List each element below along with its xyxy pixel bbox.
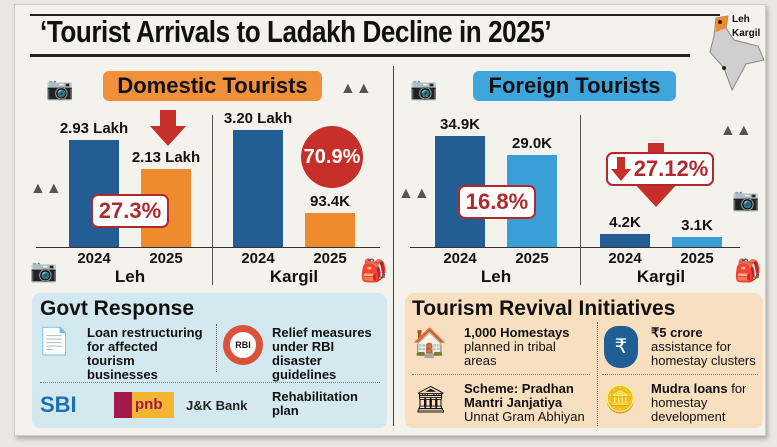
camera-icon: 📷 bbox=[410, 76, 438, 101]
divider bbox=[40, 382, 380, 383]
divider bbox=[216, 324, 217, 372]
rupee-bag-icon: ₹ bbox=[604, 326, 638, 368]
down-arrow-icon bbox=[150, 110, 186, 146]
item-text: planned in tribal areas bbox=[464, 339, 556, 368]
down-arrow-icon bbox=[611, 157, 631, 181]
item-bold: ₹5 crore bbox=[651, 325, 703, 340]
chart-baseline bbox=[410, 247, 740, 248]
revival-item-assistance: ₹5 crore assistance for homestay cluster… bbox=[651, 326, 763, 368]
group-divider bbox=[212, 115, 213, 285]
domestic-title: Domestic Tourists bbox=[103, 71, 322, 101]
bar-value-label: 2.13 Lakh bbox=[131, 149, 201, 167]
mountain-icon: ▲▲ bbox=[720, 122, 752, 139]
bar-kargil-2024 bbox=[233, 129, 283, 247]
jk-bank-logo: J&K Bank bbox=[186, 398, 248, 413]
foreign-title: Foreign Tourists bbox=[473, 71, 676, 101]
camera-icon: 📷 bbox=[46, 76, 74, 101]
sbi-logo: SBI bbox=[40, 392, 77, 417]
india-map-icon bbox=[709, 15, 765, 92]
year-tick-label: 2024 bbox=[608, 250, 642, 267]
center-divider bbox=[393, 66, 394, 426]
divider bbox=[602, 374, 758, 375]
tourism-revival-title: Tourism Revival Initiatives bbox=[412, 297, 676, 320]
divider bbox=[412, 374, 590, 375]
year-tick-label: 2024 bbox=[443, 250, 477, 267]
backpack-icon: 🎒 bbox=[734, 258, 762, 283]
city-label: Leh bbox=[480, 267, 512, 286]
revival-item-homestays: 1,000 Homestays planned in tribal areas bbox=[464, 326, 589, 368]
leh-foreign-decline-badge: 16.8% bbox=[458, 185, 536, 219]
map-label-leh: Leh bbox=[732, 14, 750, 25]
govt-response-panel bbox=[32, 293, 387, 428]
city-label: Kargil bbox=[269, 267, 319, 286]
bar-leh-2024 bbox=[69, 139, 119, 247]
leh-domestic-decline-badge: 27.3% bbox=[91, 194, 169, 228]
city-label: Leh bbox=[114, 267, 146, 286]
govt-response-title: Govt Response bbox=[40, 297, 195, 320]
item-bold: Scheme: Pradhan Mantri Janjatiya bbox=[464, 381, 574, 410]
mountain-icon: ▲▲ bbox=[398, 185, 430, 202]
lifebuoy-icon: RBI bbox=[223, 325, 263, 365]
homestay-house-icon: 🏠 bbox=[412, 327, 447, 358]
bar-value-label: 34.9K bbox=[439, 116, 481, 134]
national-emblem-icon: 🏛 bbox=[414, 384, 448, 414]
govt-item-relief: Relief measures under RBI disaster guide… bbox=[272, 325, 372, 382]
bar-value-label: 3.20 Lakh bbox=[223, 109, 293, 127]
bar-value-label: 4.2K bbox=[609, 213, 641, 231]
title-rule bbox=[30, 54, 690, 57]
revival-item-mudra: Mudra loans for homestay development bbox=[651, 382, 759, 424]
bar-kargil-2025 bbox=[305, 212, 355, 247]
item-bold: 1,000 Homestays bbox=[464, 325, 570, 340]
item-text: Unnat Gram Abhiyan bbox=[464, 409, 585, 424]
chart-baseline bbox=[36, 247, 380, 248]
tourism-revival-panel bbox=[405, 293, 763, 428]
coins-icon: 🪙 bbox=[604, 384, 637, 414]
loan-document-icon: 📄 bbox=[38, 326, 71, 356]
bar-kargil-2025 bbox=[672, 237, 722, 247]
camera-icon: 📷 bbox=[732, 187, 760, 212]
year-tick-label: 2024 bbox=[77, 250, 111, 267]
govt-item-loan: Loan restructuring for affected tourism … bbox=[87, 325, 203, 382]
bar-value-label: 3.1K bbox=[681, 217, 713, 235]
year-tick-label: 2025 bbox=[680, 250, 714, 267]
year-tick-label: 2024 bbox=[241, 250, 275, 267]
city-label: Kargil bbox=[636, 267, 686, 286]
bar-value-label: 2.93 Lakh bbox=[59, 119, 129, 137]
mountain-icon: ▲▲ bbox=[30, 180, 62, 197]
divider bbox=[597, 322, 598, 426]
bar-value-label: 93.4K bbox=[309, 192, 351, 210]
mountain-icon: ▲▲ bbox=[340, 80, 372, 97]
bar-value-label: 29.0K bbox=[511, 134, 553, 152]
item-text: for homestay development bbox=[651, 381, 747, 424]
kargil-domestic-decline-badge: 70.9% bbox=[301, 126, 363, 188]
group-divider bbox=[580, 115, 581, 285]
page-title: ‘Tourist Arrivals to Ladakh Decline in 2… bbox=[40, 14, 552, 49]
year-tick-label: 2025 bbox=[313, 250, 347, 267]
top-rule bbox=[30, 14, 720, 16]
map-label-kargil: Kargil bbox=[732, 28, 761, 39]
backpack-icon: 🎒 bbox=[360, 258, 388, 283]
year-tick-label: 2025 bbox=[515, 250, 549, 267]
bar-kargil-2024 bbox=[600, 233, 650, 247]
camera-icon: 📷 bbox=[30, 258, 58, 283]
item-text: assistance for homestay clusters bbox=[651, 339, 756, 368]
revival-item-scheme: Scheme: Pradhan Mantri Janjatiya Unnat G… bbox=[464, 382, 589, 424]
year-tick-label: 2025 bbox=[149, 250, 183, 267]
item-bold: Mudra loans bbox=[651, 381, 728, 396]
govt-item-rehab: Rehabilitation plan bbox=[272, 389, 358, 418]
pnb-logo: pnb bbox=[114, 392, 174, 418]
